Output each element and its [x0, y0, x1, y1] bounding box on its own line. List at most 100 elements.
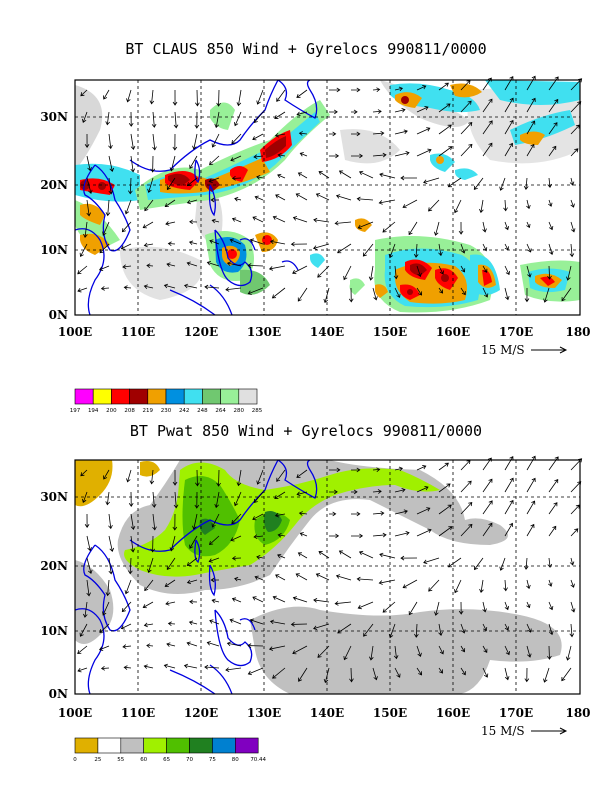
- wind-vector: [121, 601, 132, 613]
- wind-vector: [438, 667, 443, 674]
- colorbar-swatch: [220, 388, 240, 405]
- wind-vector: [253, 154, 264, 160]
- wind-vector: [548, 122, 558, 135]
- wind-vector: [195, 469, 200, 487]
- wind-vector: [548, 98, 559, 113]
- wind-vector: [216, 469, 221, 487]
- wind-vector: [230, 535, 242, 542]
- wind-vector: [315, 193, 330, 201]
- wind-vector: [482, 667, 489, 678]
- wind-vector: [460, 243, 466, 254]
- wind-vector: [82, 601, 88, 618]
- wind-vector: [416, 127, 431, 135]
- wind-vector: [80, 469, 88, 477]
- wind-vector: [210, 577, 220, 583]
- colorbar-swatch: [147, 388, 167, 405]
- wind-vector: [428, 579, 440, 592]
- wind-vector: [570, 528, 579, 537]
- wind-vector: [194, 491, 200, 509]
- wind-vector: [128, 491, 134, 507]
- wind-vector: [253, 534, 264, 540]
- wind-vector: [252, 513, 264, 521]
- wind-vector: [372, 109, 382, 114]
- wind-vector: [368, 645, 374, 661]
- wind-vector: [183, 283, 198, 289]
- wind-vector: [358, 550, 374, 559]
- wind-vector: [350, 533, 364, 539]
- wind-vector: [105, 199, 111, 217]
- colorbar-swatch: [92, 388, 112, 405]
- wind-vector: [526, 199, 531, 210]
- wind-vector: [252, 216, 264, 223]
- wind-vector: [372, 667, 378, 681]
- wind-vector: [79, 623, 88, 637]
- wind-vector: [77, 265, 88, 275]
- wind-vector: [526, 523, 535, 537]
- wind-vector: [526, 75, 536, 91]
- wind-vector: [504, 221, 510, 231]
- wind-vector: [416, 645, 422, 657]
- wind-vector: [394, 129, 408, 135]
- wind-vector: [152, 513, 157, 531]
- wind-vector: [438, 483, 451, 493]
- wind-vector: [292, 645, 308, 655]
- wind-vector: [166, 642, 176, 647]
- wind-vector: [526, 120, 536, 135]
- wind-vector: [164, 579, 176, 587]
- wind-vector: [124, 199, 132, 215]
- wind-vector: [231, 175, 242, 181]
- wind-vector: [163, 663, 176, 669]
- wind-vector: [299, 152, 308, 157]
- wind-vector: [295, 573, 308, 581]
- wind-vector: [209, 155, 220, 166]
- wind-vector: [453, 199, 462, 214]
- wind-vector: [504, 265, 510, 276]
- wind-vector: [416, 85, 427, 91]
- wind-vector: [81, 111, 88, 124]
- bottom-map: [74, 455, 583, 695]
- colorbar-label: 200: [106, 408, 117, 414]
- wind-vector: [350, 489, 358, 495]
- wind-vector: [247, 643, 264, 648]
- wind-vector: [123, 285, 132, 290]
- bottom-lat-label: 0N: [49, 687, 68, 701]
- wind-vector: [172, 89, 178, 106]
- wind-vector: [211, 513, 220, 528]
- bottom-lat-label: 10N: [40, 624, 68, 638]
- wind-vector: [172, 133, 178, 151]
- wind-vector: [297, 552, 308, 559]
- wind-vector: [275, 194, 286, 201]
- colorbar-label: 248: [197, 408, 208, 414]
- colorbar-swatch: [74, 388, 94, 405]
- bottom-lat-label: 20N: [40, 559, 68, 573]
- wind-vector: [569, 623, 575, 638]
- wind-vector: [81, 491, 88, 504]
- wind-vector: [274, 132, 286, 138]
- top-vector-ref-label: 15 M/S: [481, 343, 525, 357]
- top-lat-label: 30N: [40, 110, 68, 124]
- bottom-lon-label: 130E: [247, 706, 281, 720]
- wind-vector: [460, 501, 473, 515]
- wind-vector: [479, 199, 484, 214]
- wind-vector: [216, 89, 221, 107]
- wind-vector: [402, 199, 418, 209]
- top-lon-label: 100E: [58, 325, 92, 339]
- wind-vector: [460, 667, 466, 676]
- wind-vector: [252, 596, 264, 603]
- wind-vector: [142, 221, 154, 229]
- wind-vector: [526, 97, 536, 113]
- wind-vector: [482, 221, 487, 233]
- colorbar-label: 25: [94, 757, 101, 763]
- wind-vector: [164, 199, 176, 208]
- wind-vector: [186, 177, 198, 187]
- wind-vector: [438, 103, 451, 113]
- wind-vector: [569, 557, 575, 566]
- wind-vector: [548, 456, 559, 471]
- wind-vector: [144, 199, 154, 212]
- wind-vector: [247, 263, 264, 268]
- bottom-lon-label: 110E: [121, 706, 155, 720]
- wind-vector: [108, 177, 114, 195]
- wind-vector: [368, 265, 374, 281]
- wind-vector: [277, 533, 286, 538]
